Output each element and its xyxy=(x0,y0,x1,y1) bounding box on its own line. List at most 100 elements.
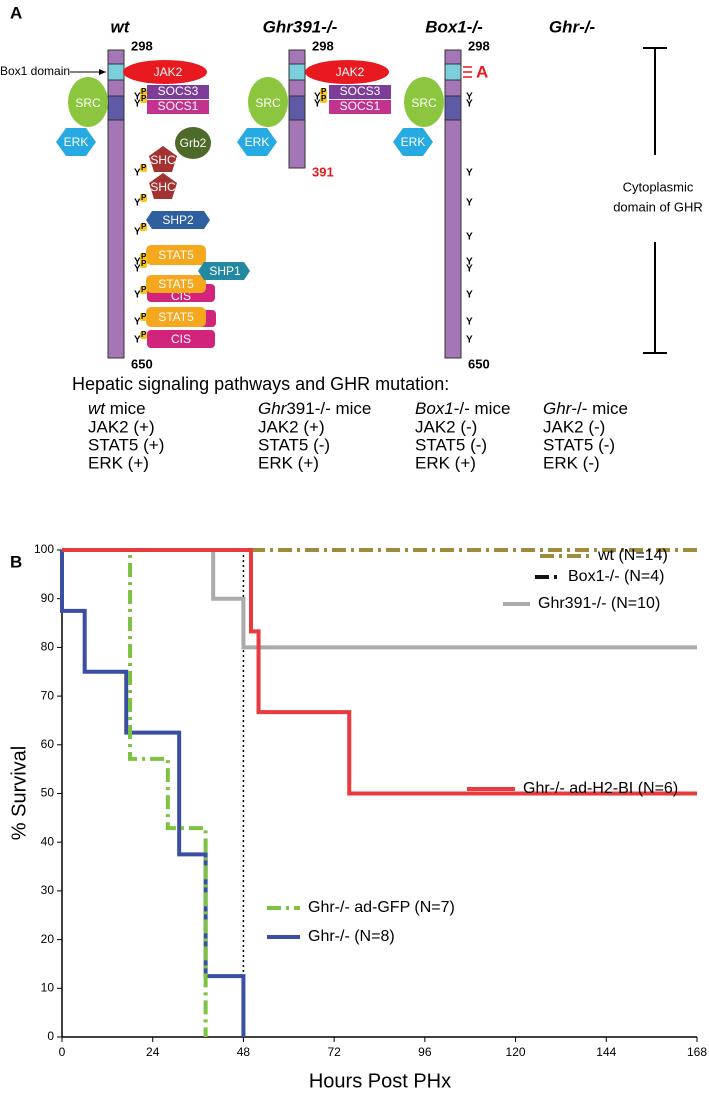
survival-line xyxy=(60,550,246,1037)
table-cell: JAK2 (+) xyxy=(88,417,155,436)
phospho-badge xyxy=(140,223,147,231)
protein-label: CIS xyxy=(171,332,191,346)
y-tick-label: 0 xyxy=(47,1029,54,1043)
tyrosine-label: Y xyxy=(466,99,473,110)
table-header: wt mice xyxy=(88,399,146,418)
y-tick-label: 50 xyxy=(41,786,55,800)
phospho-label: P xyxy=(141,285,147,294)
receptor-bar xyxy=(444,49,462,359)
phospho-label: P xyxy=(321,94,327,103)
x-axis-label: Hours Post PHx xyxy=(309,1070,451,1092)
jak2 xyxy=(123,60,207,84)
erk xyxy=(393,128,433,156)
phospho-badge xyxy=(140,313,147,321)
phospho-badge xyxy=(140,194,147,202)
table-cell: STAT5 (+) xyxy=(88,435,164,454)
phospho-label: P xyxy=(141,94,147,103)
box1-label: Box1 domain xyxy=(0,64,70,78)
socs1 xyxy=(147,100,209,114)
legend-label: Ghr-/- (N=8) xyxy=(308,928,395,945)
tyrosine-label: Y xyxy=(466,290,473,301)
socs3 xyxy=(329,85,391,99)
x-tick-label: 24 xyxy=(146,1045,160,1059)
residue-label: 650 xyxy=(131,356,153,371)
phospho-label: P xyxy=(141,87,147,96)
protein-label: Grb2 xyxy=(180,136,207,150)
legend-label: Ghr-/- ad-H2-BI (N=6) xyxy=(523,780,678,797)
protein-label: STAT5 xyxy=(158,310,194,324)
shc xyxy=(149,173,177,199)
box1-domain xyxy=(107,63,125,81)
column-header: Ghr391-/- xyxy=(263,17,338,36)
protein-label: SHP1 xyxy=(209,264,241,278)
phospho-badge xyxy=(320,95,327,103)
y-tick-label: 60 xyxy=(41,737,55,751)
x-tick-label: 120 xyxy=(506,1045,526,1059)
legend-label: Ghr391-/- (N=10) xyxy=(538,595,660,612)
scale-label: domain of GHR xyxy=(613,199,703,214)
phospho-badge xyxy=(140,286,147,294)
tyrosine-label: Y xyxy=(314,92,321,103)
receptor-segment xyxy=(107,95,125,121)
phospho-badge xyxy=(140,164,147,172)
y-tick-label: 20 xyxy=(41,932,55,946)
x-tick-label: 168 xyxy=(687,1045,707,1059)
table-cell: JAK2 (-) xyxy=(415,417,477,436)
shp1 xyxy=(198,262,250,280)
panel-b: B Hours Post PHx % Survival 0 10 20 30 40 50 6… xyxy=(8,542,707,1092)
socs3 xyxy=(147,85,209,99)
column-header: Box1-/- xyxy=(425,17,483,36)
panel-label: A xyxy=(10,3,22,22)
x-tick-label: 144 xyxy=(596,1045,616,1059)
table-header: Ghr391-/- mice xyxy=(258,399,371,418)
stat5 xyxy=(146,245,206,265)
tyrosine-label: Y xyxy=(466,335,473,346)
tyrosine-label: Y xyxy=(466,317,473,328)
y-tick-label: 30 xyxy=(41,883,55,897)
tyrosine-label: Y xyxy=(134,290,141,301)
scale-bar xyxy=(643,47,667,354)
protein-label: STAT5 xyxy=(158,248,194,262)
table-header: Box1-/- mice xyxy=(415,399,510,418)
protein-label: SHC xyxy=(150,180,176,194)
erk xyxy=(56,128,96,156)
table-cell: ERK (+) xyxy=(258,453,319,472)
table-cell: ERK (-) xyxy=(543,453,600,472)
phospho-label: P xyxy=(141,259,147,268)
box1-domain xyxy=(288,63,306,81)
shc xyxy=(149,146,177,172)
protein-label: SOCS3 xyxy=(158,84,199,98)
y-tick-label: 100 xyxy=(34,542,54,556)
phospho-badge xyxy=(140,260,147,268)
column-header: wt xyxy=(111,17,131,36)
cis xyxy=(147,330,215,348)
phospho-label: P xyxy=(141,330,147,339)
receptor-segment xyxy=(444,95,462,121)
protein-label: SHC xyxy=(150,153,176,167)
phospho-badge xyxy=(320,88,327,96)
tyrosine-label: Y xyxy=(466,257,473,268)
src xyxy=(248,77,288,127)
tyrosine-label: Y xyxy=(466,92,473,103)
y-tick-label: 90 xyxy=(41,591,55,605)
residue-label: 391 xyxy=(312,164,334,179)
tyrosine-label: Y xyxy=(466,168,473,179)
protein-label: SHP2 xyxy=(162,213,194,227)
tyrosine-label: Y xyxy=(134,335,141,346)
socs1 xyxy=(329,100,391,114)
protein-label: ERK xyxy=(245,135,270,149)
table-header: Ghr-/- mice xyxy=(543,399,628,418)
tyrosine-label: Y xyxy=(466,198,473,209)
italic-part: Ghr xyxy=(543,399,573,418)
header-text: -/- mice xyxy=(571,399,628,418)
x-tick-label: 0 xyxy=(59,1045,66,1059)
protein-label: JAK2 xyxy=(154,65,183,79)
tyrosine-label: Y xyxy=(134,168,141,179)
protein-label: SOCS1 xyxy=(340,99,381,113)
x-tick-label: 72 xyxy=(327,1045,341,1059)
table-title: Hepatic signaling pathways and GHR mutat… xyxy=(72,374,449,394)
y-tick-label: 80 xyxy=(41,640,55,654)
tyrosine-label: Y xyxy=(466,264,473,275)
tyrosine-label: Y xyxy=(134,264,141,275)
